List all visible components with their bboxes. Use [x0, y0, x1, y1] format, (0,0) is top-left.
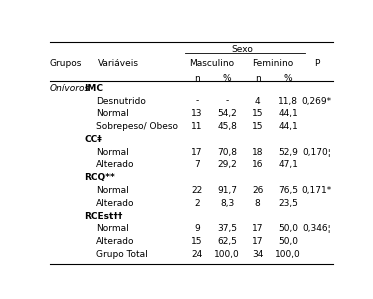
Text: 18: 18 [252, 148, 263, 157]
Text: 0,170¦: 0,170¦ [303, 148, 331, 157]
Text: 11,8: 11,8 [278, 97, 298, 106]
Text: 50,0: 50,0 [278, 224, 298, 233]
Text: Alterado: Alterado [96, 237, 134, 246]
Text: 29,2: 29,2 [217, 161, 237, 170]
Text: n: n [194, 74, 200, 83]
Text: 100,0: 100,0 [214, 250, 240, 259]
Text: 8: 8 [255, 199, 260, 208]
Text: 9: 9 [194, 224, 200, 233]
Text: 50,0: 50,0 [278, 237, 298, 246]
Text: 2: 2 [194, 199, 200, 208]
Text: CC‡: CC‡ [84, 135, 102, 144]
Text: Grupo Total: Grupo Total [96, 250, 147, 259]
Text: 24: 24 [191, 250, 203, 259]
Text: 91,7: 91,7 [217, 186, 237, 195]
Text: 11: 11 [191, 122, 203, 131]
Text: 7: 7 [194, 161, 200, 170]
Text: IMC: IMC [84, 84, 103, 93]
Text: -: - [226, 97, 229, 106]
Text: 37,5: 37,5 [217, 224, 237, 233]
Text: 17: 17 [191, 148, 203, 157]
Text: Normal: Normal [96, 109, 129, 118]
Text: 62,5: 62,5 [217, 237, 237, 246]
Text: 44,1: 44,1 [278, 122, 298, 131]
Text: 54,2: 54,2 [217, 109, 237, 118]
Text: 15: 15 [252, 109, 263, 118]
Text: 34: 34 [252, 250, 263, 259]
Text: 17: 17 [252, 224, 263, 233]
Text: 0,171*: 0,171* [302, 186, 332, 195]
Text: Variáveis: Variáveis [98, 59, 140, 68]
Text: Sobrepeso/ Obeso: Sobrepeso/ Obeso [96, 122, 178, 131]
Text: 47,1: 47,1 [278, 161, 298, 170]
Text: 44,1: 44,1 [278, 109, 298, 118]
Text: 8,3: 8,3 [220, 199, 234, 208]
Text: 17: 17 [252, 237, 263, 246]
Text: 15: 15 [252, 122, 263, 131]
Text: Normal: Normal [96, 148, 129, 157]
Text: 76,5: 76,5 [278, 186, 298, 195]
Text: RCQ**: RCQ** [84, 173, 115, 182]
Text: 22: 22 [191, 186, 203, 195]
Text: Grupos: Grupos [50, 59, 82, 68]
Text: 52,9: 52,9 [278, 148, 298, 157]
Text: Alterado: Alterado [96, 199, 134, 208]
Text: 26: 26 [252, 186, 263, 195]
Text: 15: 15 [191, 237, 203, 246]
Text: Alterado: Alterado [96, 161, 134, 170]
Text: %: % [223, 74, 232, 83]
Text: Onívoros: Onívoros [50, 84, 90, 93]
Text: 45,8: 45,8 [217, 122, 237, 131]
Text: Normal: Normal [96, 186, 129, 195]
Text: 70,8: 70,8 [217, 148, 237, 157]
Text: 100,0: 100,0 [275, 250, 301, 259]
Text: P: P [314, 59, 320, 68]
Text: RCEst††: RCEst†† [84, 212, 123, 221]
Text: -: - [195, 97, 198, 106]
Text: n: n [255, 74, 260, 83]
Text: 23,5: 23,5 [278, 199, 298, 208]
Text: 0,346¦: 0,346¦ [303, 224, 331, 233]
Text: 4: 4 [255, 97, 260, 106]
Text: 16: 16 [252, 161, 263, 170]
Text: %: % [284, 74, 292, 83]
Text: Normal: Normal [96, 224, 129, 233]
Text: 13: 13 [191, 109, 203, 118]
Text: Desnutrido: Desnutrido [96, 97, 145, 106]
Text: 0,269*: 0,269* [302, 97, 332, 106]
Text: Feminino: Feminino [252, 59, 294, 68]
Text: Sexo: Sexo [232, 45, 253, 54]
Text: Masculino: Masculino [189, 59, 235, 68]
